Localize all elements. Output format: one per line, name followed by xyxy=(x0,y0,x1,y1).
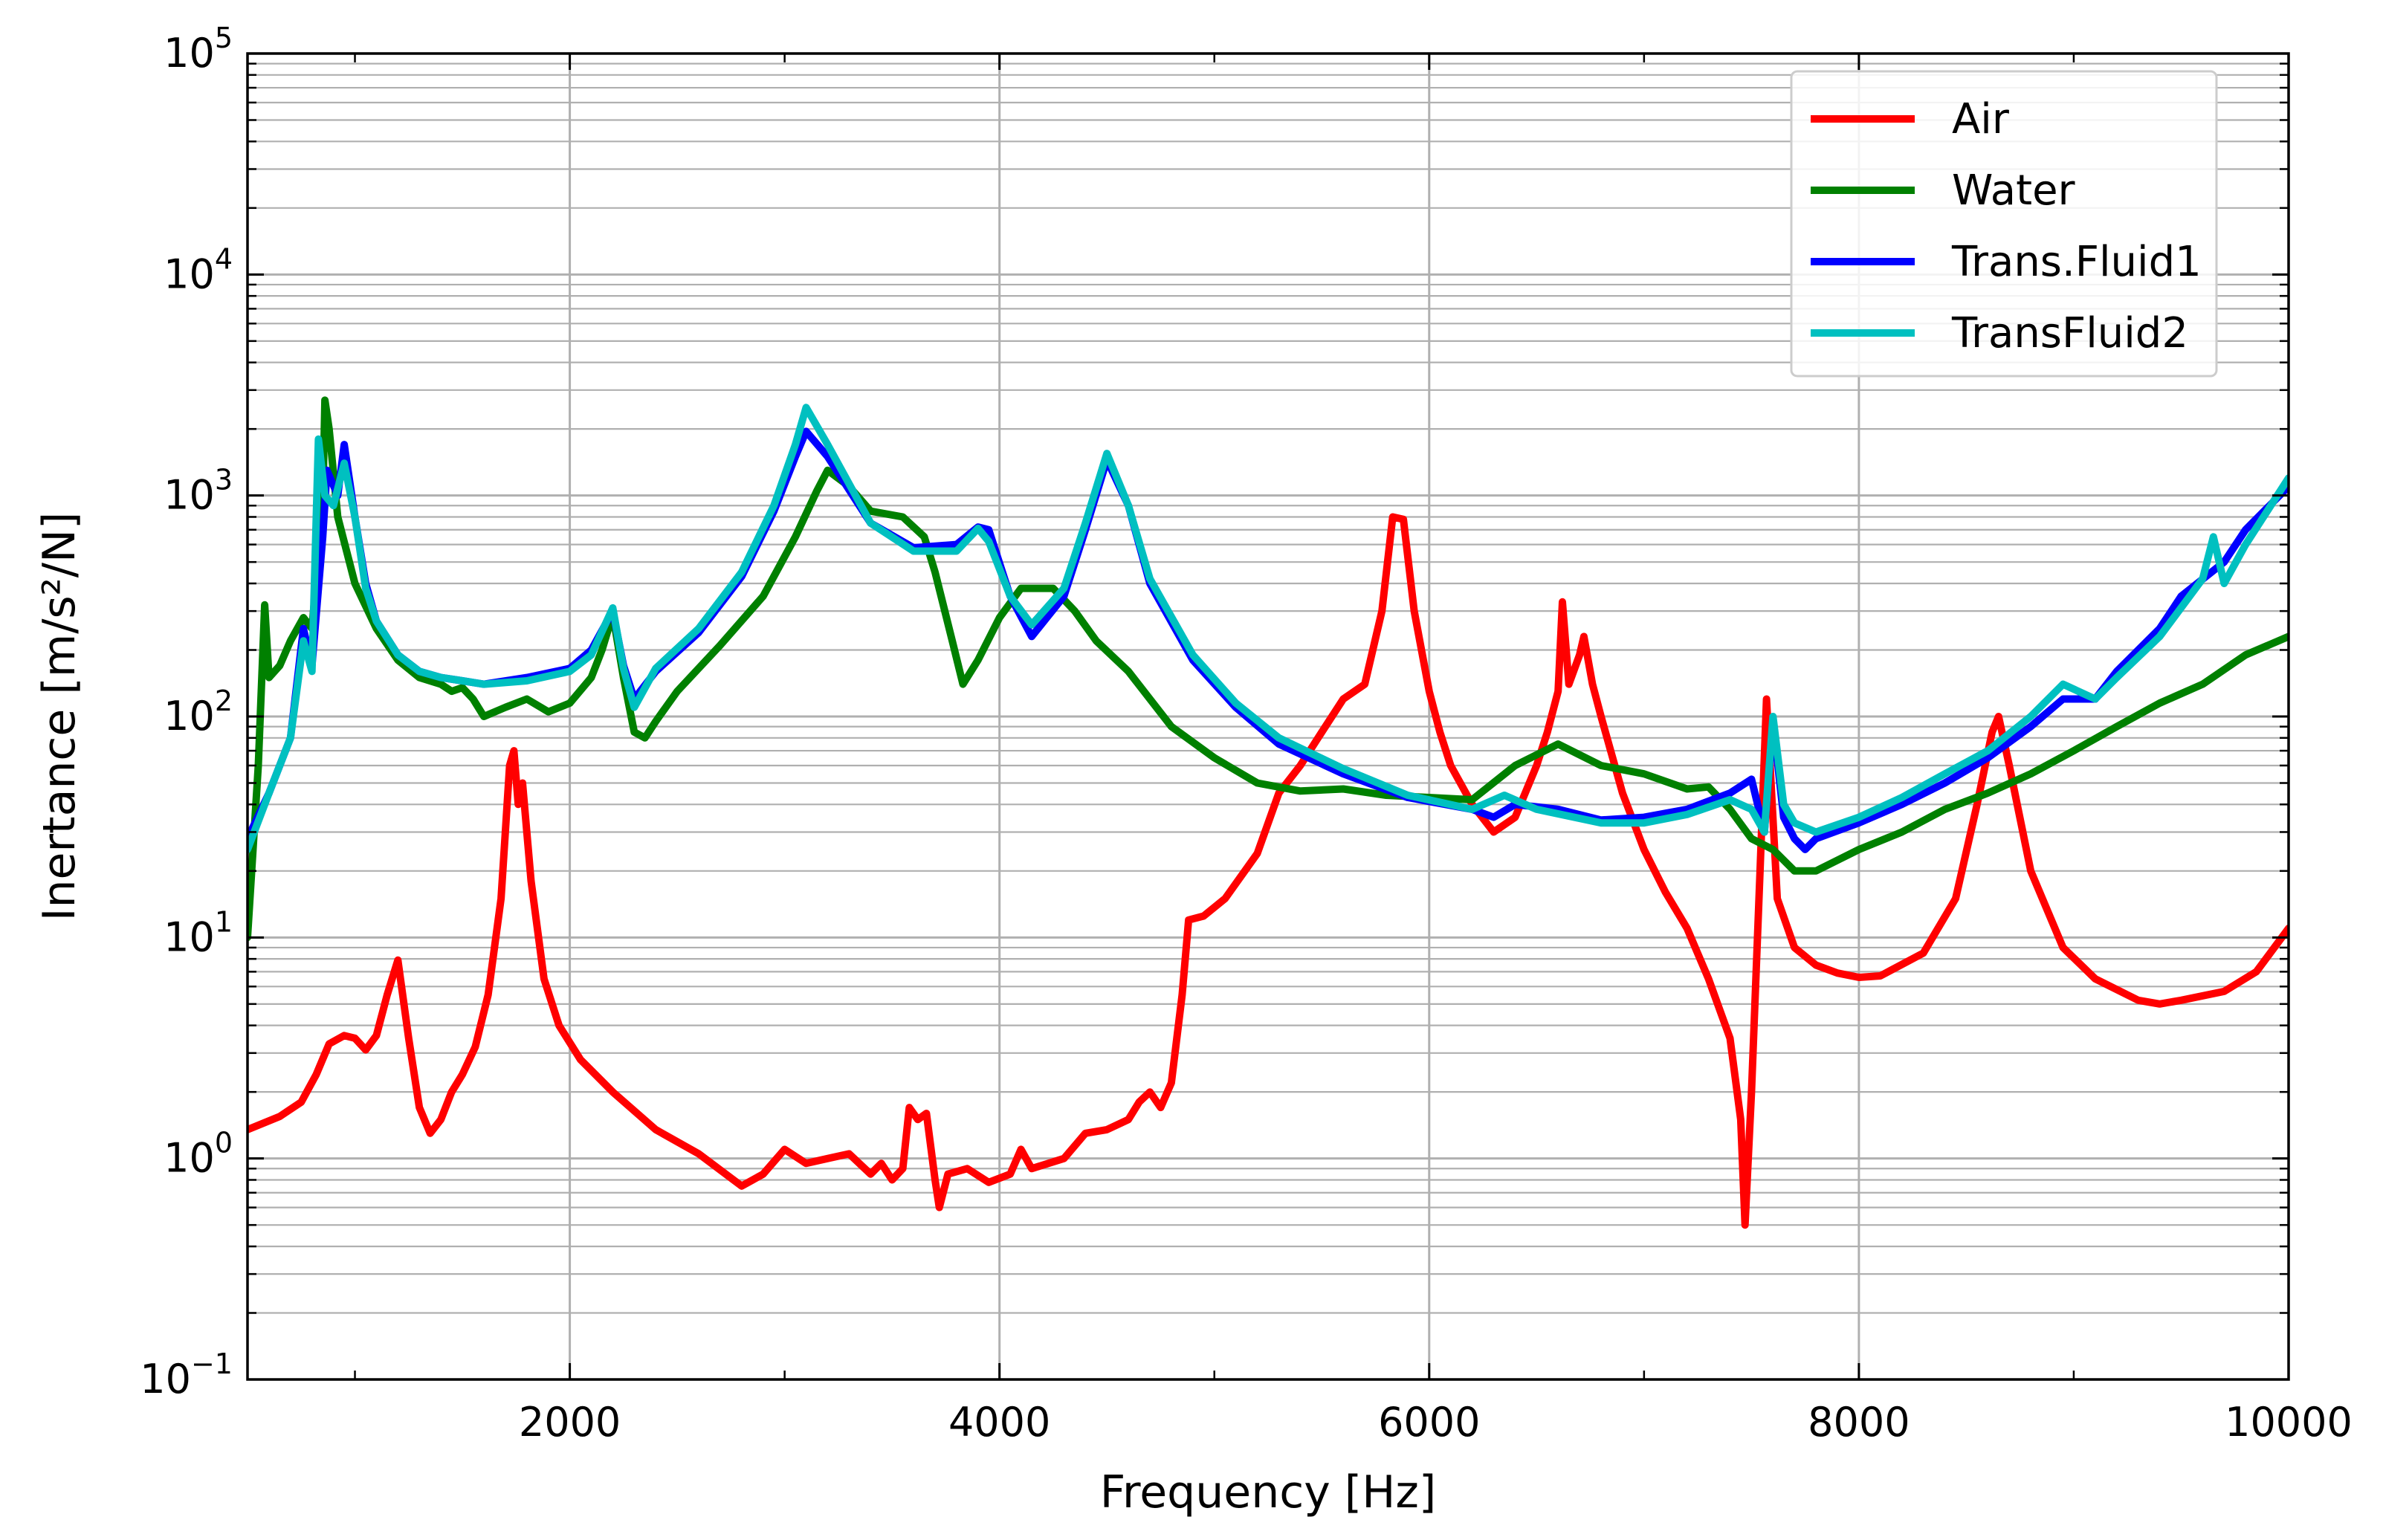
legend-label: Water xyxy=(1952,166,2076,215)
x-tick-label: 8000 xyxy=(1808,1399,1910,1446)
y-tick-label: 100 xyxy=(164,1127,233,1182)
x-tick-labels: 2000 4000 6000 8000 10000 xyxy=(519,1399,2353,1446)
x-tick-label: 10000 xyxy=(2225,1399,2353,1446)
y-tick-label: 104 xyxy=(164,242,233,297)
x-tick-label: 4000 xyxy=(948,1399,1050,1446)
series-line-transfluid2 xyxy=(248,404,2289,853)
y-tick-label: 103 xyxy=(164,464,233,519)
x-axis-label: Frequency [Hz] xyxy=(1100,1466,1436,1518)
ticks xyxy=(248,54,2290,1381)
y-tick-label: 105 xyxy=(164,22,233,77)
x-tick-label: 2000 xyxy=(519,1399,621,1446)
plot-frame xyxy=(246,52,2290,1381)
y-tick-label: 10−1 xyxy=(140,1348,233,1402)
x-tick-label: 6000 xyxy=(1378,1399,1480,1446)
series-group xyxy=(248,396,2289,1229)
legend-label: Air xyxy=(1952,95,2010,143)
y-tick-label: 101 xyxy=(164,905,233,960)
legend-label: Trans.Fluid1 xyxy=(1951,238,2202,286)
grid xyxy=(248,52,2290,1381)
legend-box xyxy=(1790,70,2218,378)
series-line-air xyxy=(248,513,2289,1229)
y-tick-label: 102 xyxy=(164,685,233,740)
y-axis-label: Inertance [m/s²/N] xyxy=(33,512,85,922)
legend-label: TransFluid2 xyxy=(1951,309,2188,358)
legend: Air Water Trans.Fluid1 TransFluid2 xyxy=(1790,70,2218,378)
y-tick-labels: 10−1 100 101 102 103 104 105 xyxy=(140,22,233,1402)
